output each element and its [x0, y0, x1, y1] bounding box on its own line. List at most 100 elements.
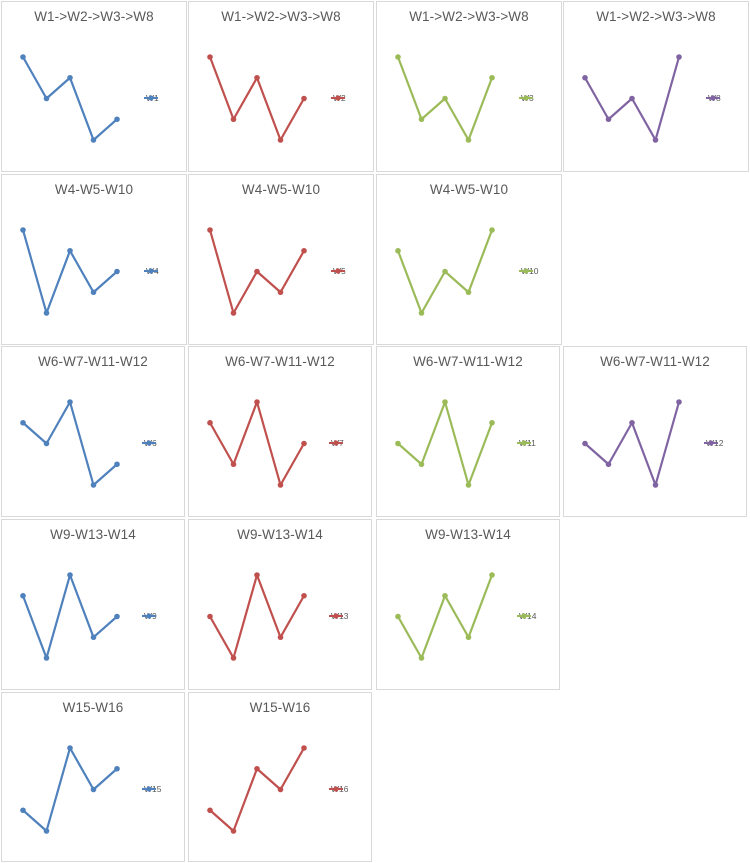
data-point-marker[interactable]: [277, 786, 284, 793]
data-point-marker[interactable]: [20, 227, 26, 233]
chart-panel-w10[interactable]: W4-W5-W10 W10: [376, 174, 562, 345]
data-point-marker[interactable]: [277, 482, 284, 488]
chart-panel-w14[interactable]: W9-W13-W14 W14: [376, 519, 560, 690]
chart-panel-w15[interactable]: W15-W16 W15: [1, 692, 185, 862]
data-point-marker[interactable]: [230, 116, 237, 123]
data-point-marker[interactable]: [395, 247, 401, 254]
data-point-marker[interactable]: [43, 828, 50, 834]
data-point-marker[interactable]: [277, 137, 284, 143]
data-point-marker[interactable]: [254, 399, 260, 405]
data-point-marker[interactable]: [465, 482, 472, 488]
data-point-marker[interactable]: [277, 289, 284, 296]
chart-panel-w2[interactable]: W1->W2->W3->W8 W2: [188, 1, 374, 172]
data-point-marker[interactable]: [90, 634, 97, 641]
data-point-marker[interactable]: [489, 419, 495, 426]
data-point-marker[interactable]: [418, 655, 425, 661]
chart-panel-w9[interactable]: W9-W13-W14 W9: [1, 519, 185, 690]
data-point-marker[interactable]: [395, 54, 401, 60]
data-point-marker[interactable]: [207, 227, 213, 233]
data-point-marker[interactable]: [676, 399, 682, 405]
data-point-marker[interactable]: [90, 137, 97, 143]
data-point-marker[interactable]: [465, 634, 472, 641]
data-point-marker[interactable]: [20, 807, 26, 814]
data-point-marker[interactable]: [489, 74, 495, 81]
data-point-marker[interactable]: [230, 655, 237, 661]
data-point-marker[interactable]: [114, 116, 120, 123]
legend-line-marker-icon: [519, 267, 533, 274]
data-point-marker[interactable]: [301, 247, 307, 254]
data-point-marker[interactable]: [301, 592, 307, 599]
data-point-marker[interactable]: [114, 765, 120, 772]
data-point-marker[interactable]: [207, 54, 213, 60]
data-point-marker[interactable]: [652, 137, 659, 143]
data-point-marker[interactable]: [207, 613, 213, 620]
data-point-marker[interactable]: [67, 745, 73, 751]
data-point-marker[interactable]: [67, 247, 73, 254]
series-line: [397, 574, 494, 660]
data-point-marker[interactable]: [67, 572, 73, 578]
data-point-marker[interactable]: [489, 572, 495, 578]
data-point-marker[interactable]: [582, 440, 588, 447]
data-point-marker[interactable]: [605, 116, 612, 123]
line-plot: [395, 54, 495, 143]
data-point-marker[interactable]: [114, 613, 120, 620]
chart-panel-w11[interactable]: W6-W7-W11-W12 W11: [376, 346, 560, 517]
data-point-marker[interactable]: [418, 116, 425, 123]
data-point-marker[interactable]: [418, 461, 425, 468]
data-point-marker[interactable]: [605, 461, 612, 468]
chart-panel-w5[interactable]: W4-W5-W10 W5: [188, 174, 374, 345]
data-point-marker[interactable]: [254, 765, 260, 772]
chart-panel-w6[interactable]: W6-W7-W11-W12 W6: [1, 346, 185, 517]
data-point-marker[interactable]: [67, 399, 73, 405]
data-point-marker[interactable]: [230, 461, 237, 468]
data-point-marker[interactable]: [207, 807, 213, 814]
data-point-marker[interactable]: [442, 268, 448, 275]
chart-panel-w4[interactable]: W4-W5-W10 W4: [1, 174, 187, 345]
chart-panel-w8[interactable]: W1->W2->W3->W8 W8: [563, 1, 749, 172]
data-point-marker[interactable]: [629, 95, 635, 102]
data-point-marker[interactable]: [465, 137, 472, 143]
data-point-marker[interactable]: [20, 419, 26, 426]
data-point-marker[interactable]: [114, 268, 120, 275]
data-point-marker[interactable]: [114, 461, 120, 468]
data-point-marker[interactable]: [301, 745, 307, 751]
data-point-marker[interactable]: [90, 289, 97, 296]
data-point-marker[interactable]: [676, 54, 682, 60]
data-point-marker[interactable]: [489, 227, 495, 233]
data-point-marker[interactable]: [20, 592, 26, 599]
data-point-marker[interactable]: [43, 95, 50, 102]
data-point-marker[interactable]: [20, 54, 26, 60]
chart-panel-w16[interactable]: W15-W16 W16: [188, 692, 372, 862]
data-point-marker[interactable]: [418, 310, 425, 316]
data-point-marker[interactable]: [442, 95, 448, 102]
data-point-marker[interactable]: [43, 655, 50, 661]
data-point-marker[interactable]: [301, 95, 307, 102]
chart-panel-w3[interactable]: W1->W2->W3->W8 W3: [376, 1, 562, 172]
data-point-marker[interactable]: [465, 289, 472, 296]
data-point-marker[interactable]: [582, 74, 588, 81]
data-point-marker[interactable]: [90, 786, 97, 793]
chart-panel-w12[interactable]: W6-W7-W11-W12 W12: [563, 346, 747, 517]
data-point-marker[interactable]: [301, 440, 307, 447]
data-point-marker[interactable]: [43, 440, 50, 447]
data-point-marker[interactable]: [277, 634, 284, 641]
chart-panel-w7[interactable]: W6-W7-W11-W12 W7: [188, 346, 372, 517]
data-point-marker[interactable]: [395, 440, 401, 447]
data-point-marker[interactable]: [90, 482, 97, 488]
data-point-marker[interactable]: [652, 482, 659, 488]
data-point-marker[interactable]: [395, 613, 401, 620]
data-point-marker[interactable]: [230, 828, 237, 834]
chart-title: W4-W5-W10: [429, 182, 509, 197]
data-point-marker[interactable]: [230, 310, 237, 316]
data-point-marker[interactable]: [629, 419, 635, 426]
chart-panel-w13[interactable]: W9-W13-W14 W13: [188, 519, 372, 690]
data-point-marker[interactable]: [67, 74, 73, 81]
data-point-marker[interactable]: [43, 310, 50, 316]
data-point-marker[interactable]: [254, 74, 260, 81]
data-point-marker[interactable]: [442, 592, 448, 599]
chart-panel-w1[interactable]: W1->W2->W3->W8 W1: [1, 1, 187, 172]
data-point-marker[interactable]: [254, 268, 260, 275]
data-point-marker[interactable]: [442, 399, 448, 405]
data-point-marker[interactable]: [254, 572, 260, 578]
data-point-marker[interactable]: [207, 419, 213, 426]
